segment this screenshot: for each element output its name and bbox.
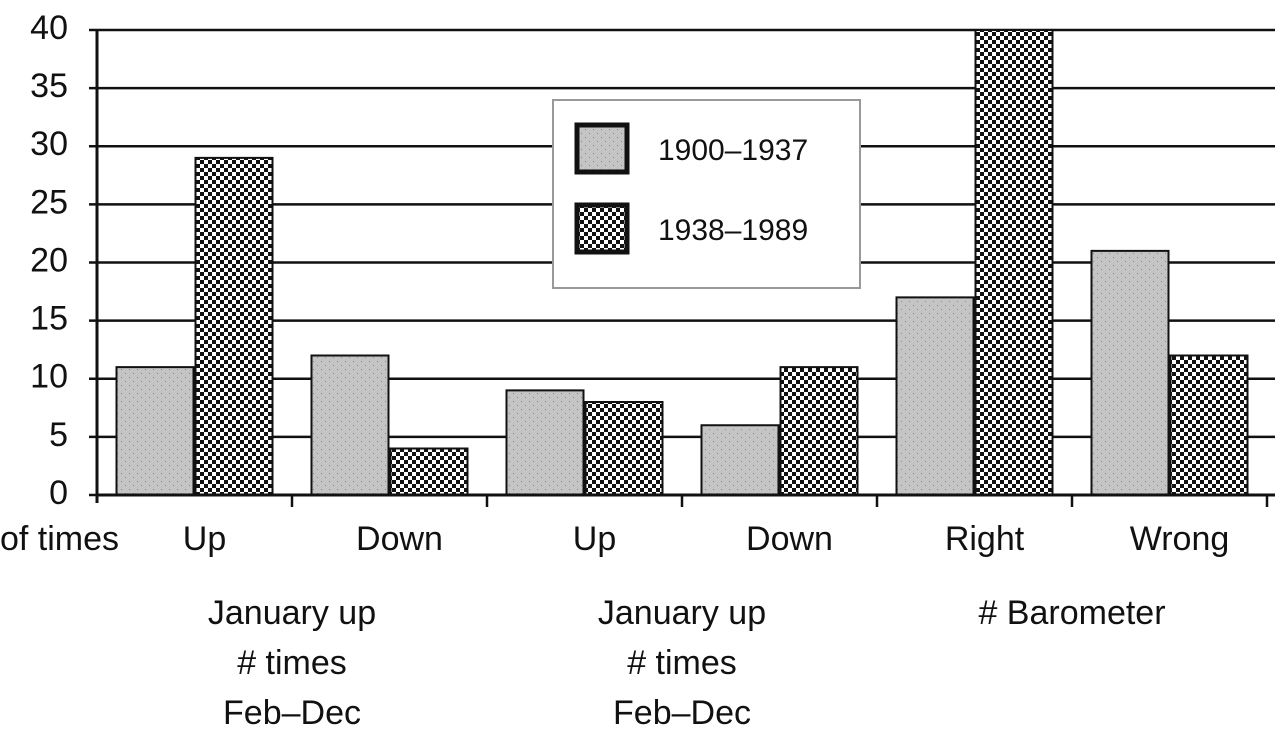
group-label: # Barometer bbox=[978, 594, 1165, 632]
y-tick-label: 40 bbox=[30, 9, 68, 47]
bar bbox=[389, 447, 469, 496]
bar bbox=[779, 366, 859, 496]
group-label: # times bbox=[627, 644, 737, 682]
bar bbox=[1090, 249, 1170, 496]
bar bbox=[194, 156, 274, 496]
bar bbox=[310, 354, 390, 496]
y-tick-label: 35 bbox=[30, 67, 68, 105]
legend-swatch bbox=[574, 122, 630, 175]
group-label: Feb–Dec bbox=[613, 694, 751, 732]
bar bbox=[1169, 354, 1249, 496]
bar bbox=[584, 401, 664, 496]
y-tick-label: 15 bbox=[30, 300, 68, 338]
legend-label: 1900–1937 bbox=[658, 134, 808, 167]
x-tick-label: Right bbox=[945, 520, 1025, 558]
legend-swatch bbox=[574, 202, 630, 255]
x-tick-label: Up bbox=[573, 520, 616, 558]
x-tick-label: Down bbox=[746, 520, 833, 558]
bar bbox=[115, 366, 195, 496]
x-tick-label: Up bbox=[183, 520, 226, 558]
y-tick-label: 20 bbox=[30, 241, 68, 279]
legend-label: 1938–1989 bbox=[658, 214, 808, 247]
group-label: January up bbox=[598, 594, 766, 632]
group-label: January up bbox=[208, 594, 376, 632]
x-axis-label: of times bbox=[0, 520, 119, 558]
group-label: # times bbox=[237, 644, 347, 682]
y-tick-label: 10 bbox=[30, 358, 68, 396]
group-label: Feb–Dec bbox=[223, 694, 361, 732]
x-tick-label: Wrong bbox=[1130, 520, 1230, 558]
y-tick-label: 25 bbox=[30, 183, 68, 221]
x-tick-label: Down bbox=[356, 520, 443, 558]
bar bbox=[700, 424, 780, 496]
bar bbox=[895, 296, 975, 496]
y-tick-label: 0 bbox=[49, 474, 68, 512]
bar bbox=[505, 389, 585, 496]
bar bbox=[974, 29, 1054, 496]
y-tick-label: 30 bbox=[30, 125, 68, 163]
y-tick-label: 5 bbox=[49, 416, 68, 454]
